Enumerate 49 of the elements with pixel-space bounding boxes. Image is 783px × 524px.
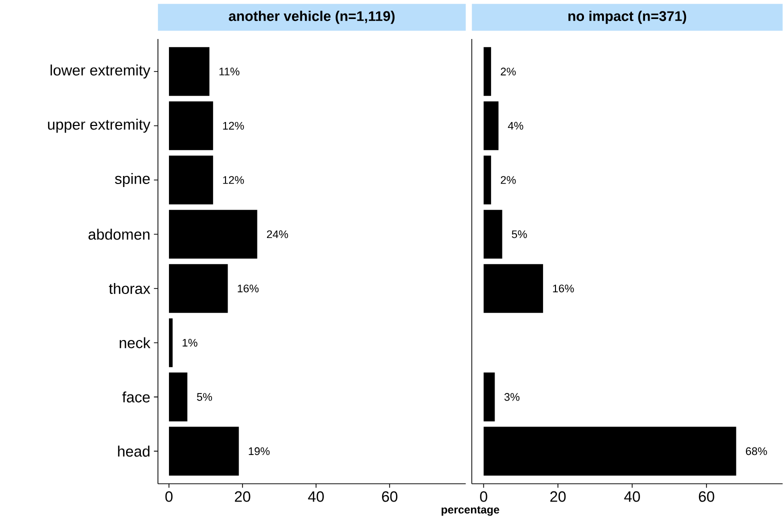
bar: [168, 47, 210, 96]
bar: [484, 47, 492, 96]
y-tick-label: head: [118, 446, 150, 457]
x-tick-label: 0: [480, 491, 488, 502]
y-tick-label: spine: [114, 173, 150, 188]
x-tick-label: 20: [550, 491, 566, 502]
bar: [168, 210, 258, 259]
data-label: 2%: [500, 176, 516, 184]
data-label: 3%: [504, 393, 520, 401]
data-label: 16%: [238, 284, 259, 293]
data-label: 16%: [553, 284, 574, 293]
bar: [484, 210, 502, 259]
x-tick-label: 40: [624, 491, 640, 502]
bar: [484, 264, 544, 314]
y-tick-label: thorax: [108, 283, 150, 294]
bar: [484, 372, 495, 422]
data-label: 5%: [196, 393, 212, 401]
y-tick-label: neck: [120, 337, 150, 348]
data-label: 1%: [182, 339, 198, 347]
y-tick-label: upper extremity: [48, 118, 150, 133]
x-tick-label: 60: [382, 491, 398, 502]
x-tick-label: 0: [165, 491, 173, 502]
y-tick-label: abdomen: [88, 228, 150, 240]
bar: [168, 372, 188, 422]
chart-title: no impact (n=371): [568, 10, 686, 24]
y-tick-label: face: [122, 392, 150, 403]
data-label: 12%: [223, 176, 244, 184]
data-label: 4%: [508, 122, 524, 130]
data-label: 2%: [500, 68, 516, 76]
x-tick-label: 60: [698, 491, 714, 502]
x-tick-label: 20: [234, 491, 250, 502]
bar: [168, 156, 214, 205]
bar: [484, 101, 498, 150]
data-label: 24%: [266, 230, 288, 238]
bar: [484, 426, 736, 476]
data-label: 19%: [248, 447, 270, 456]
x-tick-label: 40: [308, 491, 324, 502]
data-label: 68%: [746, 447, 767, 456]
x-axis-title: percentage: [442, 506, 500, 516]
chart-title: another vehicle (n=1,119): [228, 10, 395, 24]
bar: [168, 101, 214, 150]
bar: [168, 318, 173, 368]
bar: [168, 264, 228, 314]
y-tick-label: lower extremity: [50, 64, 150, 79]
bar: [484, 156, 492, 205]
bar: [168, 426, 239, 476]
data-label: 12%: [223, 122, 244, 130]
data-label: 11%: [219, 68, 240, 76]
data-label: 5%: [512, 230, 527, 238]
